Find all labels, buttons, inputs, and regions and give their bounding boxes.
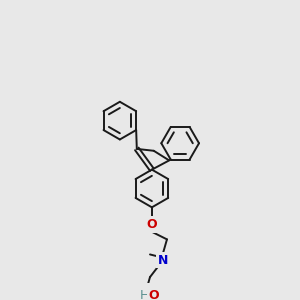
Text: N: N	[158, 254, 168, 267]
Text: O: O	[147, 218, 157, 231]
Text: O: O	[148, 290, 159, 300]
Text: H: H	[140, 290, 149, 300]
